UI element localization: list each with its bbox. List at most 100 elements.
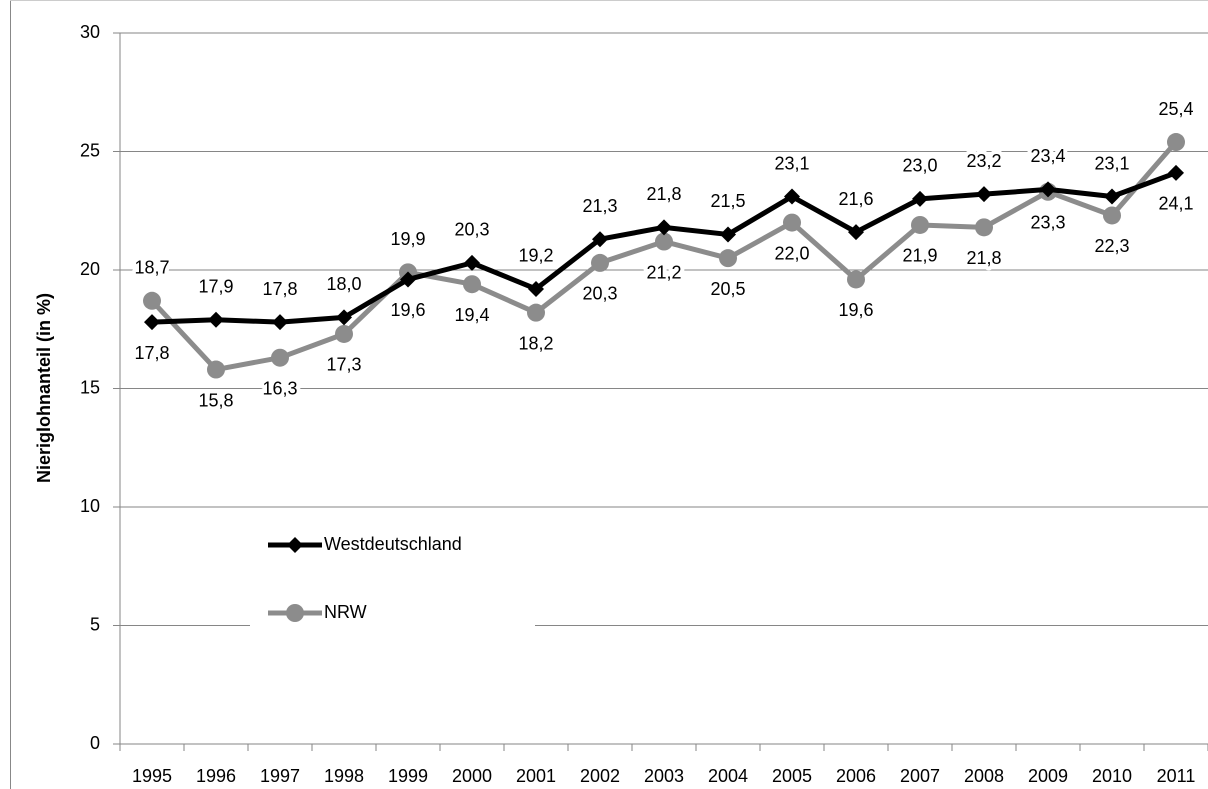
marker (591, 253, 609, 272)
marker (1104, 188, 1120, 205)
data-label: 15,8 (198, 390, 233, 410)
data-label: 23,3 (1030, 213, 1065, 233)
data-label: 25,4 (1158, 99, 1193, 119)
data-label: 19,9 (390, 229, 425, 249)
marker (1040, 181, 1056, 198)
data-label: 20,3 (454, 220, 489, 240)
marker (592, 231, 608, 248)
y-tick-label: 30 (80, 22, 100, 42)
y-axis-title: Nieriglohnanteil (in %) (34, 293, 54, 483)
x-tick-label: 1999 (388, 766, 428, 786)
marker (463, 275, 481, 294)
data-label: 19,4 (454, 305, 489, 325)
data-label: 21,2 (646, 262, 681, 282)
x-tick-label: 1998 (324, 766, 364, 786)
marker (912, 190, 928, 207)
data-label: 21,9 (902, 246, 937, 266)
marker (784, 188, 800, 205)
marker (975, 218, 993, 237)
data-label: 22,3 (1094, 236, 1129, 256)
legend-item: NRW (268, 602, 367, 622)
x-tick-label: 2010 (1092, 766, 1132, 786)
marker (287, 537, 303, 553)
y-tick-label: 5 (90, 614, 100, 634)
data-label: 24,1 (1158, 194, 1193, 214)
data-label: 23,1 (1094, 153, 1129, 173)
y-tick-label: 25 (80, 140, 100, 160)
data-label: 21,8 (966, 248, 1001, 268)
marker (847, 270, 865, 289)
y-tick-label: 15 (80, 377, 100, 397)
data-label: 17,8 (134, 343, 169, 363)
data-label: 17,3 (326, 355, 361, 375)
line (150, 140, 1178, 373)
data-label: 21,3 (582, 196, 617, 216)
data-label: 21,6 (838, 189, 873, 209)
data-label: 18,2 (518, 333, 553, 353)
marker (272, 314, 288, 331)
data-label: 18,7 (134, 258, 169, 278)
marker (527, 303, 545, 322)
data-label: 23,4 (1030, 146, 1065, 166)
x-tick-label: 2011 (1157, 766, 1196, 786)
marker (848, 224, 864, 241)
x-tick-label: 1996 (196, 766, 236, 786)
data-label: 23,2 (966, 151, 1001, 171)
marker (720, 226, 736, 243)
x-tick-label: 2002 (580, 766, 620, 786)
legend-item: Westdeutschland (268, 534, 462, 554)
series (143, 133, 1185, 379)
series (144, 164, 1184, 331)
marker (719, 249, 737, 268)
legend-label: Westdeutschland (324, 534, 462, 554)
marker (1167, 133, 1185, 152)
data-label: 23,1 (774, 153, 809, 173)
marker (336, 309, 352, 326)
y-tick-label: 20 (80, 259, 100, 279)
data-label: 16,3 (262, 378, 297, 398)
marker (143, 291, 161, 310)
x-tick-label: 2007 (900, 766, 940, 786)
x-tick-label: 1995 (132, 766, 172, 786)
data-label: 22,0 (774, 243, 809, 263)
x-tick-label: 2003 (644, 766, 684, 786)
marker (208, 311, 224, 328)
marker (911, 215, 929, 234)
marker (656, 219, 672, 236)
data-label: 20,3 (582, 284, 617, 304)
legend-background (250, 515, 535, 655)
x-tick-label: 2005 (772, 766, 812, 786)
marker (286, 604, 304, 622)
marker (1168, 164, 1184, 181)
data-label: 20,5 (710, 279, 745, 299)
x-tick-label: 2000 (452, 766, 492, 786)
data-label: 19,6 (838, 300, 873, 320)
y-tick-label: 0 (90, 733, 100, 753)
marker (528, 280, 544, 297)
marker (335, 324, 353, 343)
marker (976, 186, 992, 203)
data-label: 21,5 (710, 191, 745, 211)
data-label: 17,8 (262, 279, 297, 299)
x-tick-label: 2006 (836, 766, 876, 786)
data-label: 19,2 (518, 246, 553, 266)
data-label: 19,6 (390, 300, 425, 320)
marker (144, 314, 160, 331)
data-label: 17,9 (198, 277, 233, 297)
marker (464, 254, 480, 271)
data-label: 21,8 (646, 184, 681, 204)
marker (271, 348, 289, 367)
legend-label: NRW (324, 602, 367, 622)
x-tick-label: 2008 (964, 766, 1004, 786)
x-tick-label: 1997 (260, 766, 300, 786)
data-label: 23,0 (902, 156, 937, 176)
marker (783, 213, 801, 232)
x-tick-label: 2009 (1028, 766, 1068, 786)
data-label: 18,0 (326, 274, 361, 294)
x-tick-label: 2004 (708, 766, 748, 786)
marker (400, 271, 416, 288)
marker (655, 232, 673, 251)
marker (207, 360, 225, 379)
x-tick-label: 2001 (516, 766, 556, 786)
